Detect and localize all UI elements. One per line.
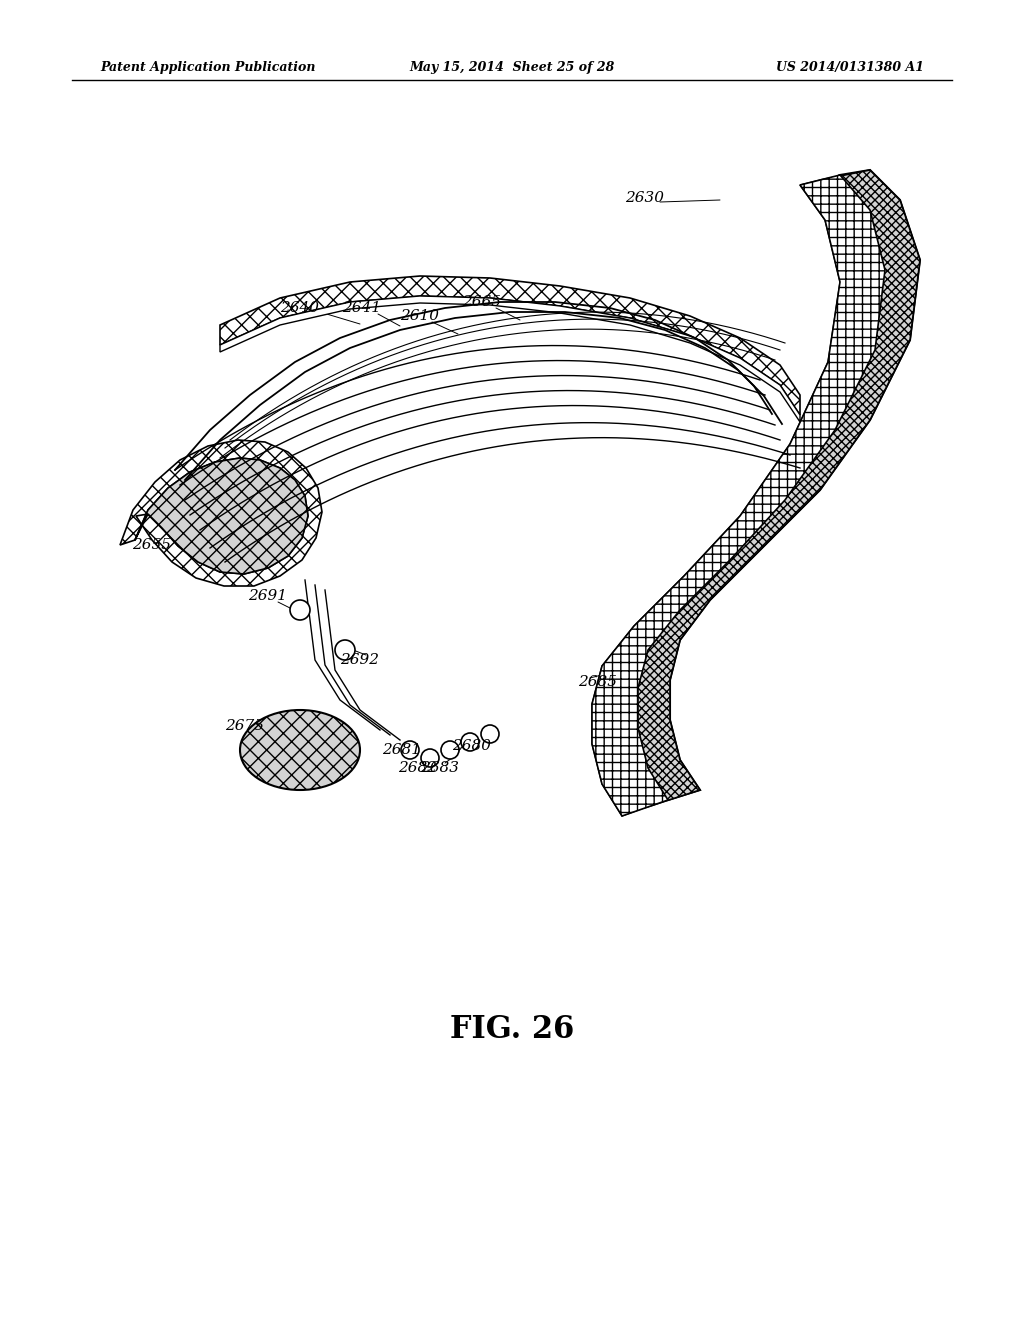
Text: US 2014/0131380 A1: US 2014/0131380 A1 xyxy=(776,62,924,74)
Text: 2610: 2610 xyxy=(400,309,439,323)
Circle shape xyxy=(421,748,439,767)
Polygon shape xyxy=(592,176,885,816)
Text: 2675: 2675 xyxy=(225,719,264,733)
Polygon shape xyxy=(120,440,322,586)
Text: 2640: 2640 xyxy=(281,301,319,315)
Polygon shape xyxy=(614,170,920,808)
Polygon shape xyxy=(638,170,920,800)
Polygon shape xyxy=(220,276,800,414)
Circle shape xyxy=(481,725,499,743)
Ellipse shape xyxy=(240,710,360,789)
Text: 2692: 2692 xyxy=(341,653,380,667)
Circle shape xyxy=(441,741,459,759)
Text: 2683: 2683 xyxy=(421,762,460,775)
Polygon shape xyxy=(135,458,308,574)
Text: Patent Application Publication: Patent Application Publication xyxy=(100,62,315,74)
Circle shape xyxy=(335,640,355,660)
Polygon shape xyxy=(220,296,800,422)
Text: 2682: 2682 xyxy=(398,762,437,775)
Text: 2680: 2680 xyxy=(453,739,492,752)
Circle shape xyxy=(401,741,419,759)
Text: 2655: 2655 xyxy=(132,539,171,552)
Polygon shape xyxy=(592,180,862,816)
Text: 2685: 2685 xyxy=(579,675,617,689)
Text: 2641: 2641 xyxy=(342,301,382,315)
Circle shape xyxy=(290,601,310,620)
Text: 2665: 2665 xyxy=(463,294,502,309)
Text: 2691: 2691 xyxy=(249,589,288,603)
Text: 2630: 2630 xyxy=(626,191,665,205)
Text: 2681: 2681 xyxy=(383,743,422,756)
Text: May 15, 2014  Sheet 25 of 28: May 15, 2014 Sheet 25 of 28 xyxy=(410,62,614,74)
Circle shape xyxy=(461,733,479,751)
Text: FIG. 26: FIG. 26 xyxy=(450,1015,574,1045)
